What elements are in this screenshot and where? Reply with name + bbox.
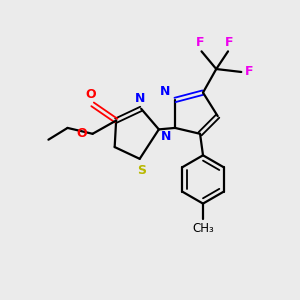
Text: F: F	[196, 36, 204, 49]
Text: O: O	[85, 88, 95, 101]
Text: N: N	[161, 130, 172, 143]
Text: F: F	[245, 65, 253, 79]
Text: F: F	[225, 36, 234, 49]
Text: S: S	[138, 164, 147, 177]
Text: N: N	[134, 92, 145, 105]
Text: CH₃: CH₃	[192, 222, 214, 235]
Text: N: N	[160, 85, 171, 98]
Text: O: O	[77, 127, 87, 140]
